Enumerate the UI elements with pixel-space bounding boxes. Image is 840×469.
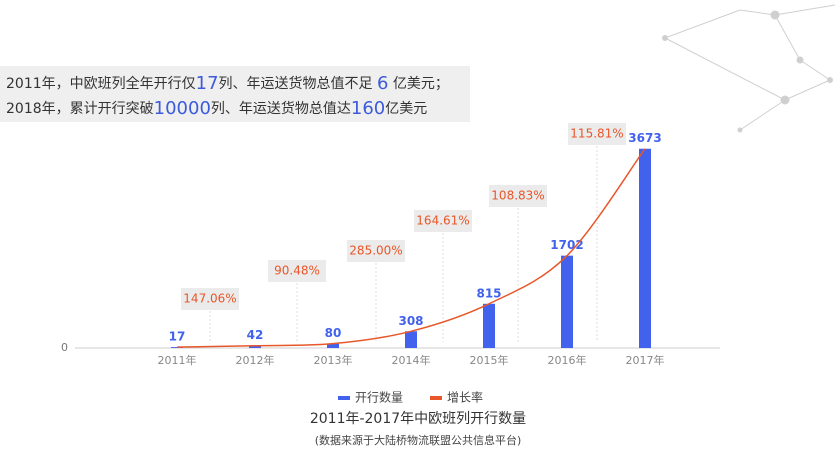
data-label: 815 xyxy=(476,286,501,300)
growth-label: 90.48% xyxy=(274,264,320,278)
x-tick-label: 2011年 xyxy=(158,353,197,367)
x-tick-label: 2013年 xyxy=(314,353,353,367)
data-label: 80 xyxy=(325,326,342,340)
trend-line xyxy=(176,148,646,348)
chart-title: 2011年-2017年中欧班列开行数量 xyxy=(310,411,526,427)
highlight: 10000 xyxy=(154,98,211,119)
bar xyxy=(405,331,417,348)
legend-label: 增长率 xyxy=(447,390,483,405)
growth-label: 108.83% xyxy=(491,189,544,203)
header-line: 2018年，累计开行突破10000列、年运送货物总值达160亿美元 xyxy=(6,98,427,119)
header-text: 列、年运送货物总值不足 xyxy=(219,75,377,92)
header-text: 2018年，累计开行突破 xyxy=(6,101,154,117)
data-label: 308 xyxy=(398,314,423,328)
bar xyxy=(249,345,261,348)
highlight: 160 xyxy=(351,98,385,119)
legend-label: 开行数量 xyxy=(355,390,403,405)
growth-label-box xyxy=(568,123,626,145)
bar xyxy=(561,255,573,348)
x-tick-label: 2017年 xyxy=(626,353,665,367)
bar xyxy=(171,347,183,348)
data-label: 17 xyxy=(169,330,186,344)
highlight: 6 xyxy=(377,73,388,94)
header-text: 亿美元 xyxy=(385,101,427,117)
highlight: 17 xyxy=(196,73,219,94)
x-tick-label: 2015年 xyxy=(470,353,509,367)
bar xyxy=(327,343,339,348)
growth-label-box xyxy=(268,260,326,282)
x-tick-label: 2014年 xyxy=(392,353,431,367)
legend-swatch xyxy=(430,396,442,400)
network-decoration xyxy=(662,4,836,133)
x-tick-label: 2012年 xyxy=(236,353,275,367)
bar xyxy=(483,303,495,348)
growth-label-box xyxy=(181,288,239,310)
header-line: 2011年，中欧班列全年开行仅17列、年运送货物总值不足 6 亿美元； xyxy=(6,73,449,94)
data-label: 42 xyxy=(247,328,264,342)
growth-label: 285.00% xyxy=(349,244,402,258)
header-text: 2011年，中欧班列全年开行仅 xyxy=(6,75,196,92)
growth-label-box xyxy=(347,240,405,262)
y-tick-label: 0 xyxy=(61,341,68,354)
growth-label-box xyxy=(489,185,547,207)
bar xyxy=(639,148,651,348)
header-text: 列、年运送货物总值达 xyxy=(211,100,351,117)
legend-swatch xyxy=(338,396,350,400)
growth-label: 115.81% xyxy=(570,127,623,141)
data-label: 3673 xyxy=(628,131,661,145)
header-band xyxy=(0,66,470,122)
growth-label: 164.61% xyxy=(416,214,469,228)
growth-label-box xyxy=(414,210,472,232)
x-tick-label: 2016年 xyxy=(548,353,587,367)
header-text: 亿美元； xyxy=(388,76,448,92)
chart-subtitle: (数据来源于大陆桥物流联盟公共信息平台) xyxy=(315,433,522,447)
growth-label: 147.06% xyxy=(183,292,236,306)
data-label: 1702 xyxy=(550,238,583,252)
